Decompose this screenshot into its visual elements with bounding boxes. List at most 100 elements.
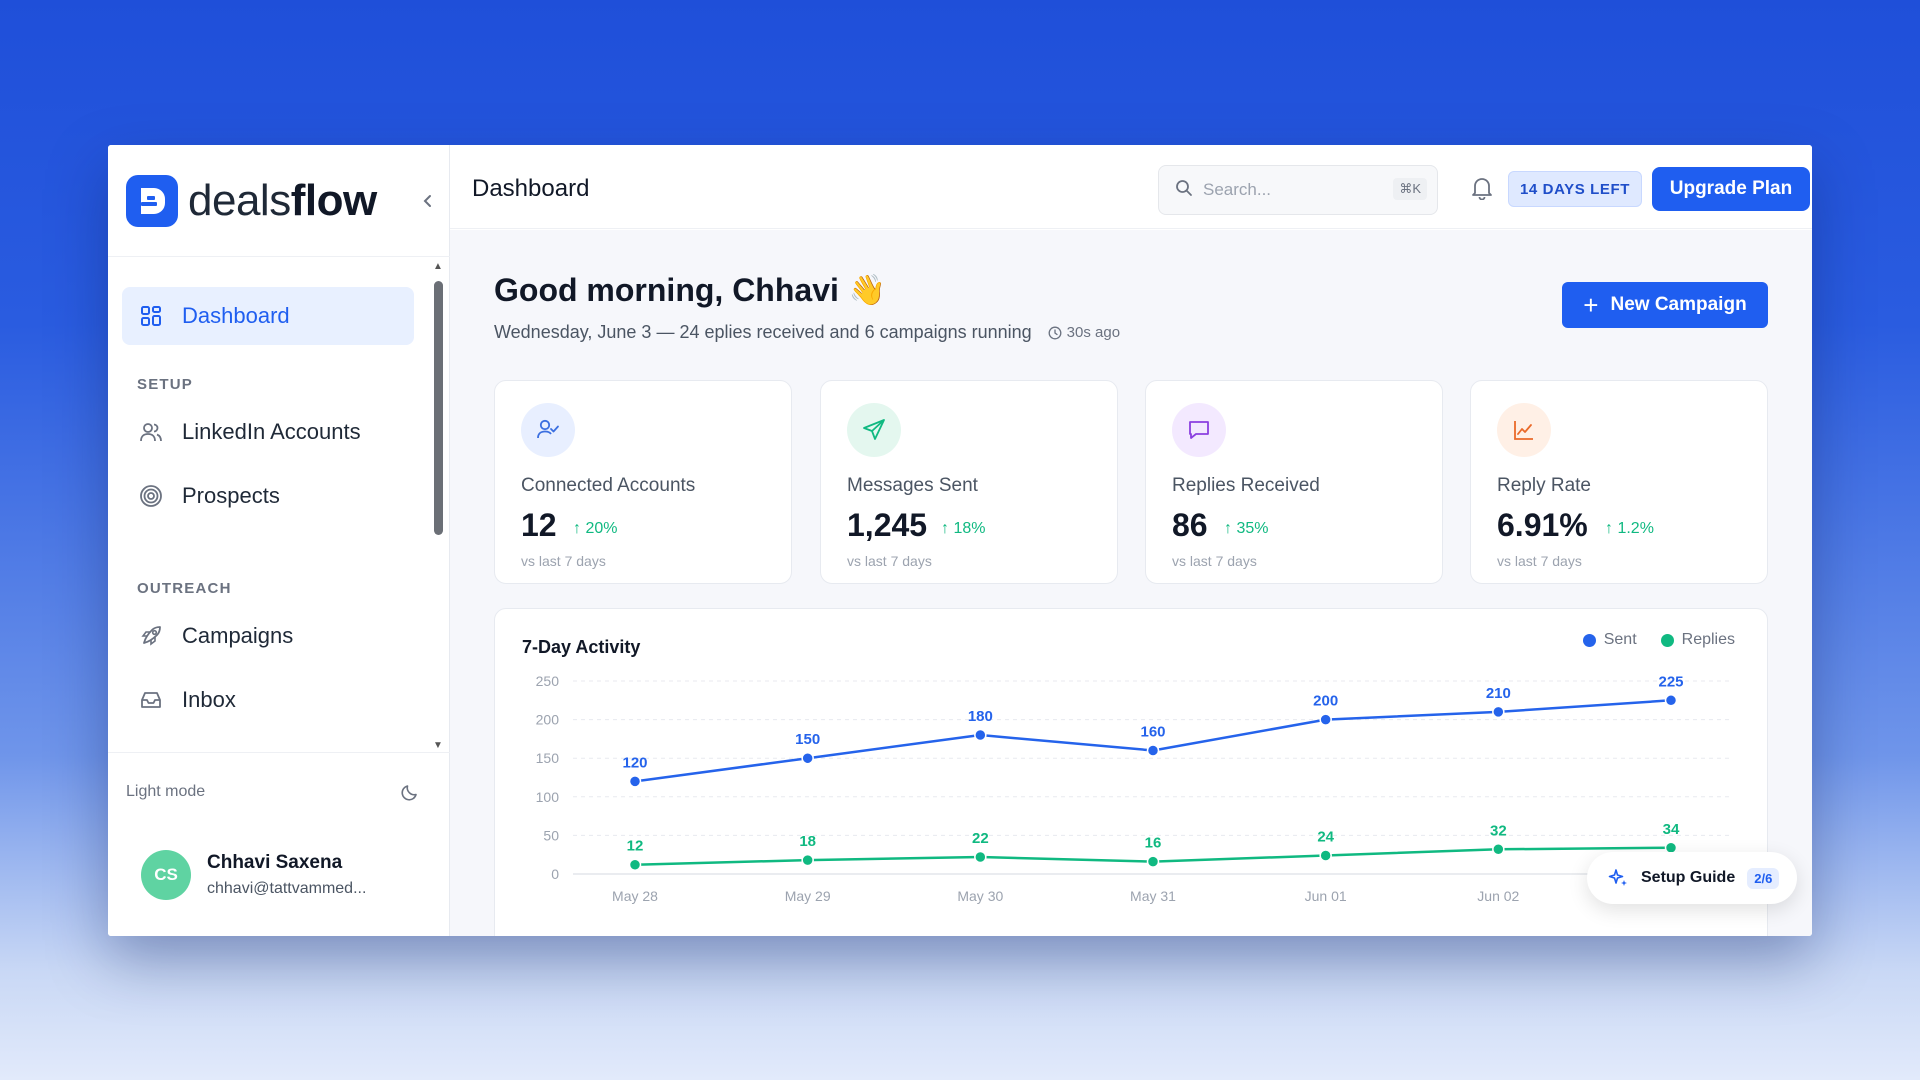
sidebar-item-campaigns[interactable]: Campaigns — [122, 607, 414, 665]
upgrade-plan-button[interactable]: Upgrade Plan — [1652, 167, 1810, 211]
x-tick-label: May 30 — [957, 888, 1003, 904]
stat-value: 6.91% — [1497, 507, 1588, 543]
legend-item-sent[interactable]: Sent — [1582, 631, 1637, 649]
logo[interactable]: dealsflow — [126, 173, 442, 229]
new-campaign-button[interactable]: + New Campaign — [1562, 282, 1768, 328]
top-bar: Dashboard ⌘K 14 DAYS LEFT Upgrade Plan — [450, 145, 1812, 229]
x-tick-label: May 29 — [785, 888, 831, 904]
stat-card-messages-sent[interactable]: Messages Sent 1,245 ↑ 18% vs last 7 days — [820, 380, 1118, 584]
stat-value: 86 — [1172, 507, 1208, 543]
last-updated: 30s ago — [1048, 324, 1120, 341]
clock-icon — [1048, 326, 1062, 339]
sidebar-item-dashboard[interactable]: Dashboard — [122, 287, 414, 345]
data-label: 200 — [1313, 693, 1338, 710]
user-profile[interactable]: CS Chhavi Saxena chhavi@tattvammed... — [108, 812, 450, 936]
x-tick-label: May 28 — [612, 888, 658, 904]
data-label: 120 — [622, 754, 647, 771]
user-check-icon — [521, 403, 575, 457]
y-tick-label: 100 — [536, 789, 560, 805]
data-point — [1319, 849, 1332, 862]
stat-comparison: vs last 7 days — [521, 553, 606, 569]
logo-mark-icon — [126, 175, 178, 227]
main-content: Good morning, Chhavi 👋 Wednesday, June 3… — [450, 230, 1812, 936]
user-name: Chhavi Saxena — [207, 852, 343, 873]
data-point — [628, 775, 642, 788]
sidebar-item-label: Campaigns — [182, 623, 294, 648]
arrow-up-icon: ↑ — [573, 520, 581, 537]
bell-icon[interactable] — [1467, 173, 1497, 203]
legend-item-replies[interactable]: Replies — [1660, 631, 1735, 649]
page-title: Dashboard — [472, 175, 590, 202]
sidebar-item-prospects[interactable]: Prospects — [122, 467, 414, 525]
stat-label: Reply Rate — [1497, 475, 1591, 496]
search-input[interactable] — [1203, 180, 1373, 200]
sidebar-scrollbar-thumb[interactable] — [434, 281, 443, 535]
data-point — [974, 728, 987, 742]
y-tick-label: 50 — [543, 827, 559, 843]
stat-delta: ↑ 1.2% — [1605, 520, 1654, 537]
scroll-down-arrow[interactable]: ▼ — [433, 740, 443, 751]
sidebar-item-label: Prospects — [182, 483, 280, 508]
plus-icon: + — [1583, 290, 1599, 320]
moon-icon[interactable] — [398, 778, 424, 804]
x-tick-label: May 31 — [1130, 888, 1176, 904]
theme-mode-row: Light mode — [108, 752, 450, 812]
data-point — [801, 751, 814, 765]
collapse-sidebar-button[interactable] — [414, 187, 442, 215]
stat-value: 12 — [521, 507, 557, 543]
y-tick-label: 0 — [551, 866, 559, 882]
y-tick-label: 250 — [536, 673, 560, 689]
legend-dot — [1582, 633, 1596, 647]
data-point — [1319, 713, 1332, 726]
stat-card-reply-rate[interactable]: Reply Rate 6.91% ↑ 1.2% vs last 7 days — [1470, 380, 1768, 584]
scroll-up-arrow[interactable]: ▲ — [433, 261, 443, 272]
chevron-left-icon — [423, 195, 431, 207]
arrow-up-icon: ↑ — [941, 520, 949, 537]
stat-value: 1,245 — [847, 507, 928, 543]
search-box[interactable]: ⌘K — [1158, 165, 1438, 215]
data-point — [1146, 855, 1160, 868]
data-point — [1146, 744, 1160, 757]
data-point — [1492, 843, 1505, 856]
trial-days-badge[interactable]: 14 DAYS LEFT — [1508, 171, 1642, 207]
section-label-outreach: OUTREACH — [137, 580, 232, 597]
data-point — [1664, 694, 1678, 707]
stat-card-connected-accounts[interactable]: Connected Accounts 12 ↑ 20% vs last 7 da… — [494, 380, 792, 584]
y-tick-label: 200 — [536, 712, 560, 728]
chart-legend: Sent Replies — [1559, 631, 1735, 649]
data-label: 32 — [1490, 822, 1507, 839]
section-label-setup: SETUP — [137, 376, 194, 393]
grid-icon — [138, 303, 164, 329]
data-point — [628, 858, 642, 871]
target-icon — [138, 483, 164, 509]
theme-mode-label: Light mode — [126, 783, 206, 800]
greeting-subline: Wednesday, June 3 — 24 eplies received a… — [494, 322, 1120, 343]
stat-card-replies-received[interactable]: Replies Received 86 ↑ 35% vs last 7 days — [1145, 380, 1443, 584]
sidebar-item-linkedin-accounts[interactable]: LinkedIn Accounts — [122, 403, 414, 461]
data-label: 180 — [968, 708, 993, 725]
data-label: 24 — [1317, 828, 1334, 845]
arrow-up-icon: ↑ — [1224, 520, 1232, 537]
x-tick-label: Jun 02 — [1477, 888, 1519, 904]
stat-comparison: vs last 7 days — [847, 553, 932, 569]
setup-progress-badge: 2/6 — [1747, 867, 1780, 889]
last-updated-text: 30s ago — [1066, 324, 1121, 341]
users-icon — [138, 419, 164, 445]
rocket-icon — [138, 623, 164, 649]
chart-title: 7-Day Activity — [522, 637, 641, 657]
data-label: 150 — [795, 731, 820, 748]
sidebar-item-inbox[interactable]: Inbox — [122, 671, 414, 729]
new-campaign-label: New Campaign — [1610, 294, 1747, 315]
message-icon — [1172, 403, 1226, 457]
stat-delta: ↑ 18% — [941, 520, 986, 537]
stat-comparison: vs last 7 days — [1172, 553, 1257, 569]
search-shortcut-hint: ⌘K — [1393, 178, 1427, 200]
y-tick-label: 150 — [536, 750, 560, 766]
inbox-icon — [138, 687, 164, 713]
stat-comparison: vs last 7 days — [1497, 553, 1582, 569]
sidebar-divider — [108, 256, 450, 257]
data-label: 22 — [972, 830, 989, 847]
setup-guide-button[interactable]: Setup Guide 2/6 — [1587, 852, 1797, 904]
send-icon — [847, 403, 901, 457]
activity-line-chart: 250 200 150 100 50 0 May 28 May 29 May 30 May 31 J… — [536, 673, 1733, 904]
